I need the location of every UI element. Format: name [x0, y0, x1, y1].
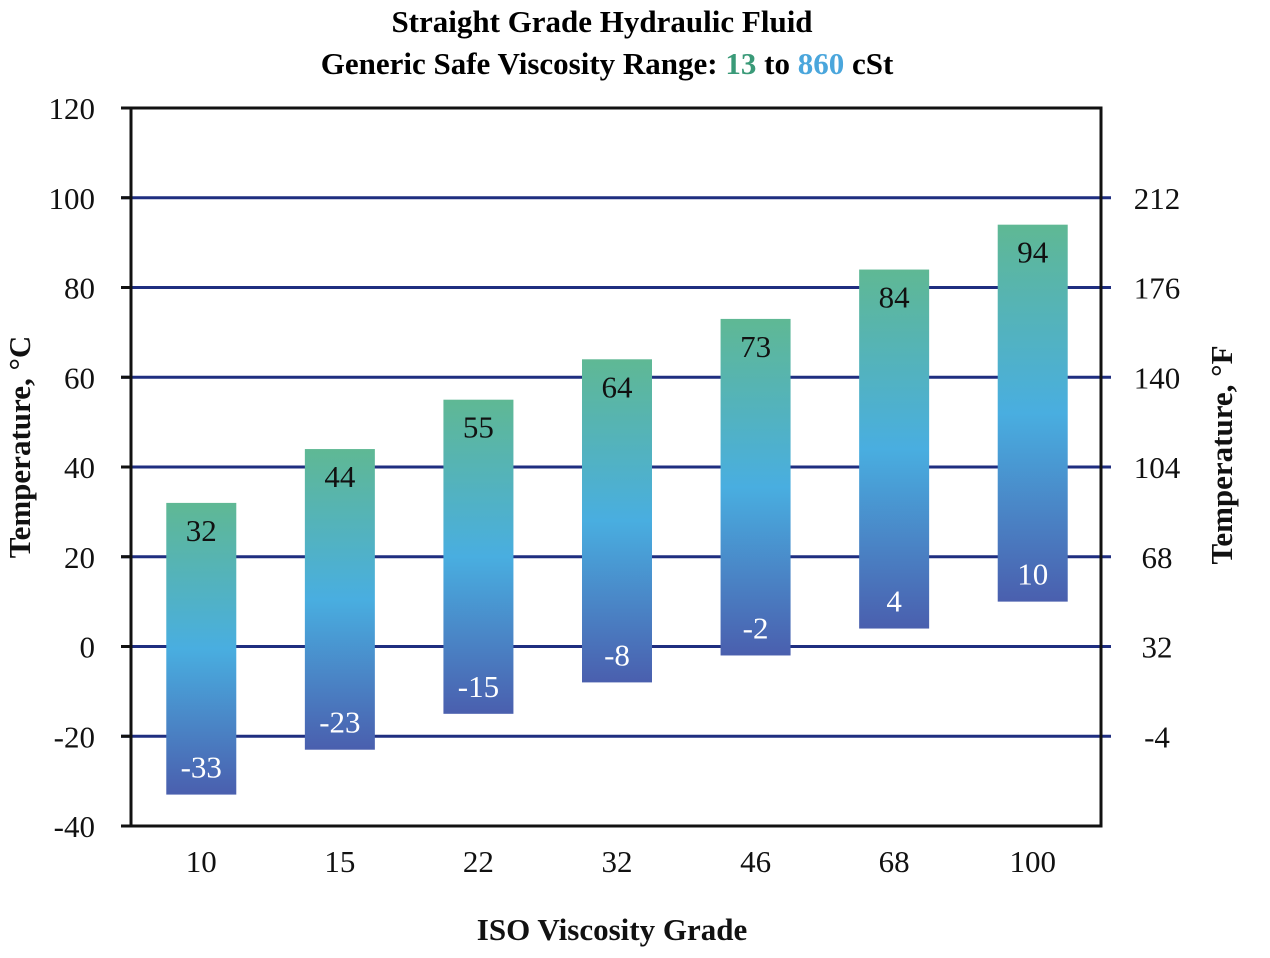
y-axis-title-left: Temperature, °C	[2, 336, 37, 558]
range-bar	[720, 318, 791, 656]
x-axis-title: ISO Viscosity Grade	[477, 912, 747, 947]
y-tick-label-left: 0	[80, 630, 96, 665]
range-bar	[166, 502, 237, 795]
chart-title: Straight Grade Hydraulic Fluid	[391, 4, 812, 39]
y-axis-title-right: Temperature, °F	[1204, 345, 1239, 564]
x-tick-label: 100	[1009, 844, 1056, 879]
y-tick-label-left: 120	[49, 91, 96, 126]
data-label-low: -2	[743, 610, 769, 645]
x-tick-label: 32	[602, 844, 633, 879]
data-label-high: 94	[1017, 235, 1049, 270]
y-tick-label-left: 60	[64, 360, 95, 395]
y-tick-label-left: 80	[64, 271, 95, 306]
subtitle-high-value: 860	[798, 46, 845, 81]
subtitle-connector: to	[756, 46, 797, 81]
y-tick-label-left: 40	[64, 450, 95, 485]
y-tick-label-right: 212	[1134, 181, 1181, 216]
range-bar	[582, 359, 652, 683]
range-bar	[997, 224, 1068, 602]
data-label-low: -8	[604, 637, 630, 672]
y-tick-label-right: 104	[1134, 450, 1181, 485]
y-tick-label-left: -20	[54, 719, 95, 754]
range-bars: 32 -33 44 -23 55 -15 64 -8 73 -2 84 4 94 10	[166, 224, 1068, 795]
x-tick-label: 22	[463, 844, 494, 879]
data-label-high: 32	[186, 513, 217, 548]
y-tick-label-right: -4	[1144, 719, 1170, 754]
data-label-high: 73	[740, 329, 771, 364]
y-tick-label-left: 20	[64, 540, 95, 575]
range-bar	[443, 399, 514, 714]
x-tick-label: 15	[324, 844, 355, 879]
axis-ticks: -40-200204060801001202121761401046832-41…	[49, 91, 1181, 879]
chart-subtitle: Generic Safe Viscosity Range: 13 to 860 …	[321, 46, 894, 81]
data-label-high: 84	[879, 280, 911, 315]
y-tick-label-right: 140	[1134, 360, 1181, 395]
data-label-low: -23	[319, 705, 360, 740]
y-tick-label-left: -40	[54, 809, 95, 844]
x-tick-label: 68	[879, 844, 910, 879]
data-label-low: 10	[1017, 557, 1048, 592]
data-label-low: -33	[181, 750, 222, 785]
y-tick-label-right: 32	[1142, 630, 1173, 665]
x-tick-label: 10	[186, 844, 217, 879]
data-label-high: 55	[463, 410, 494, 445]
range-bar	[304, 449, 375, 750]
data-label-low: 4	[886, 584, 902, 619]
subtitle-prefix: Generic Safe Viscosity Range:	[321, 46, 726, 81]
data-label-high: 64	[602, 369, 634, 404]
subtitle-low-value: 13	[725, 46, 756, 81]
data-label-low: -15	[458, 669, 499, 704]
x-tick-label: 46	[740, 844, 771, 879]
range-bar	[859, 269, 930, 629]
y-tick-label-left: 100	[49, 181, 96, 216]
y-tick-label-right: 176	[1134, 271, 1181, 306]
subtitle-suffix: cSt	[844, 46, 894, 81]
data-label-high: 44	[324, 459, 356, 494]
y-tick-label-right: 68	[1142, 540, 1173, 575]
